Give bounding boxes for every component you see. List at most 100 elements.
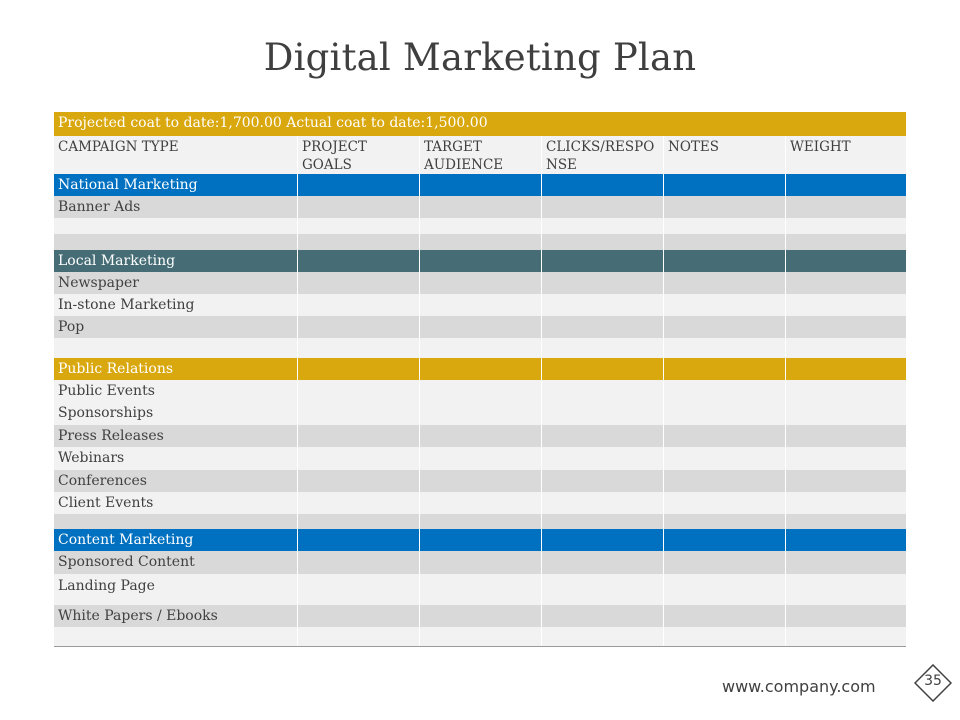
table-row: Press Releases bbox=[54, 425, 906, 447]
empty-cell bbox=[786, 529, 906, 551]
empty-cell bbox=[542, 380, 664, 402]
empty-cell bbox=[786, 425, 906, 447]
empty-cell bbox=[542, 294, 664, 316]
empty-cell bbox=[298, 529, 420, 551]
empty-cell bbox=[298, 447, 420, 470]
empty-cell bbox=[298, 627, 420, 646]
empty-cell bbox=[786, 272, 906, 294]
empty-cell bbox=[786, 514, 906, 529]
campaign-item: Banner Ads bbox=[54, 196, 298, 218]
campaign-item: In-stone Marketing bbox=[54, 294, 298, 316]
empty-cell bbox=[542, 174, 664, 196]
table-row-empty bbox=[54, 218, 906, 234]
empty-cell bbox=[542, 574, 664, 605]
empty-cell bbox=[542, 605, 664, 627]
empty-cell bbox=[420, 218, 542, 234]
section-label: Content Marketing bbox=[54, 529, 298, 551]
table-row: Client Events bbox=[54, 492, 906, 514]
empty-cell bbox=[542, 272, 664, 294]
empty-cell bbox=[420, 529, 542, 551]
empty-cell bbox=[54, 234, 298, 250]
empty-cell bbox=[420, 338, 542, 358]
empty-cell bbox=[542, 358, 664, 380]
campaign-item: Conferences bbox=[54, 470, 298, 492]
table-row: Webinars bbox=[54, 447, 906, 470]
empty-cell bbox=[298, 514, 420, 529]
empty-cell bbox=[542, 218, 664, 234]
empty-cell bbox=[664, 574, 786, 605]
empty-cell bbox=[298, 250, 420, 272]
campaign-item: Newspaper bbox=[54, 272, 298, 294]
page-number: 35 bbox=[924, 673, 942, 689]
table-row-empty bbox=[54, 514, 906, 529]
empty-cell bbox=[542, 529, 664, 551]
empty-cell bbox=[420, 380, 542, 402]
empty-cell bbox=[542, 492, 664, 514]
page-number-diamond-icon bbox=[914, 664, 952, 702]
campaign-item: Sponsored Content bbox=[54, 551, 298, 574]
header-notes: NOTES bbox=[664, 136, 786, 174]
table-row: Conferences bbox=[54, 470, 906, 492]
campaign-item: Press Releases bbox=[54, 425, 298, 447]
empty-cell bbox=[420, 294, 542, 316]
empty-cell bbox=[298, 402, 420, 425]
empty-cell bbox=[298, 358, 420, 380]
empty-cell bbox=[664, 470, 786, 492]
empty-cell bbox=[786, 492, 906, 514]
empty-cell bbox=[786, 250, 906, 272]
campaign-item: Public Events bbox=[54, 380, 298, 402]
empty-cell bbox=[420, 447, 542, 470]
empty-cell bbox=[298, 338, 420, 358]
empty-cell bbox=[786, 470, 906, 492]
table-row: Sponsored Content bbox=[54, 551, 906, 574]
empty-cell bbox=[786, 380, 906, 402]
empty-cell bbox=[664, 196, 786, 218]
header-project-goals: PROJECT GOALS bbox=[298, 136, 420, 174]
empty-cell bbox=[664, 358, 786, 380]
section-label: National Marketing bbox=[54, 174, 298, 196]
empty-cell bbox=[298, 316, 420, 338]
table-row: Sponsorships bbox=[54, 402, 906, 425]
empty-cell bbox=[298, 470, 420, 492]
table-row: Newspaper bbox=[54, 272, 906, 294]
empty-cell bbox=[298, 218, 420, 234]
empty-cell bbox=[542, 316, 664, 338]
empty-cell bbox=[664, 380, 786, 402]
table-row-empty bbox=[54, 627, 906, 646]
table-row: White Papers / Ebooks bbox=[54, 605, 906, 627]
header-clicks-response: CLICKS/RESPONSE bbox=[542, 136, 664, 174]
empty-cell bbox=[542, 470, 664, 492]
empty-cell bbox=[664, 294, 786, 316]
empty-cell bbox=[786, 338, 906, 358]
empty-cell bbox=[664, 551, 786, 574]
section-label: Local Marketing bbox=[54, 250, 298, 272]
empty-cell bbox=[420, 250, 542, 272]
empty-cell bbox=[298, 380, 420, 402]
empty-cell bbox=[420, 425, 542, 447]
empty-cell bbox=[786, 551, 906, 574]
campaign-item: Sponsorships bbox=[54, 402, 298, 425]
section-row-public-relations: Public Relations bbox=[54, 358, 906, 380]
section-row-national: National Marketing bbox=[54, 174, 906, 196]
section-row-content: Content Marketing bbox=[54, 529, 906, 551]
empty-cell bbox=[542, 627, 664, 646]
header-target-audience: TARGET AUDIENCE bbox=[420, 136, 542, 174]
empty-cell bbox=[298, 196, 420, 218]
table-row-empty bbox=[54, 338, 906, 358]
table-header-row: CAMPAIGN TYPE PROJECT GOALS TARGET AUDIE… bbox=[54, 136, 906, 174]
empty-cell bbox=[298, 605, 420, 627]
header-weight: WEIGHT bbox=[786, 136, 906, 174]
empty-cell bbox=[542, 447, 664, 470]
campaign-item: White Papers / Ebooks bbox=[54, 605, 298, 627]
empty-cell bbox=[542, 514, 664, 529]
empty-cell bbox=[664, 174, 786, 196]
empty-cell bbox=[786, 574, 906, 605]
empty-cell bbox=[420, 551, 542, 574]
empty-cell bbox=[664, 514, 786, 529]
empty-cell bbox=[664, 425, 786, 447]
slide-title: Digital Marketing Plan bbox=[263, 36, 697, 79]
empty-cell bbox=[664, 605, 786, 627]
footer-website: www.company.com bbox=[722, 677, 876, 696]
empty-cell bbox=[664, 272, 786, 294]
empty-cell bbox=[664, 316, 786, 338]
